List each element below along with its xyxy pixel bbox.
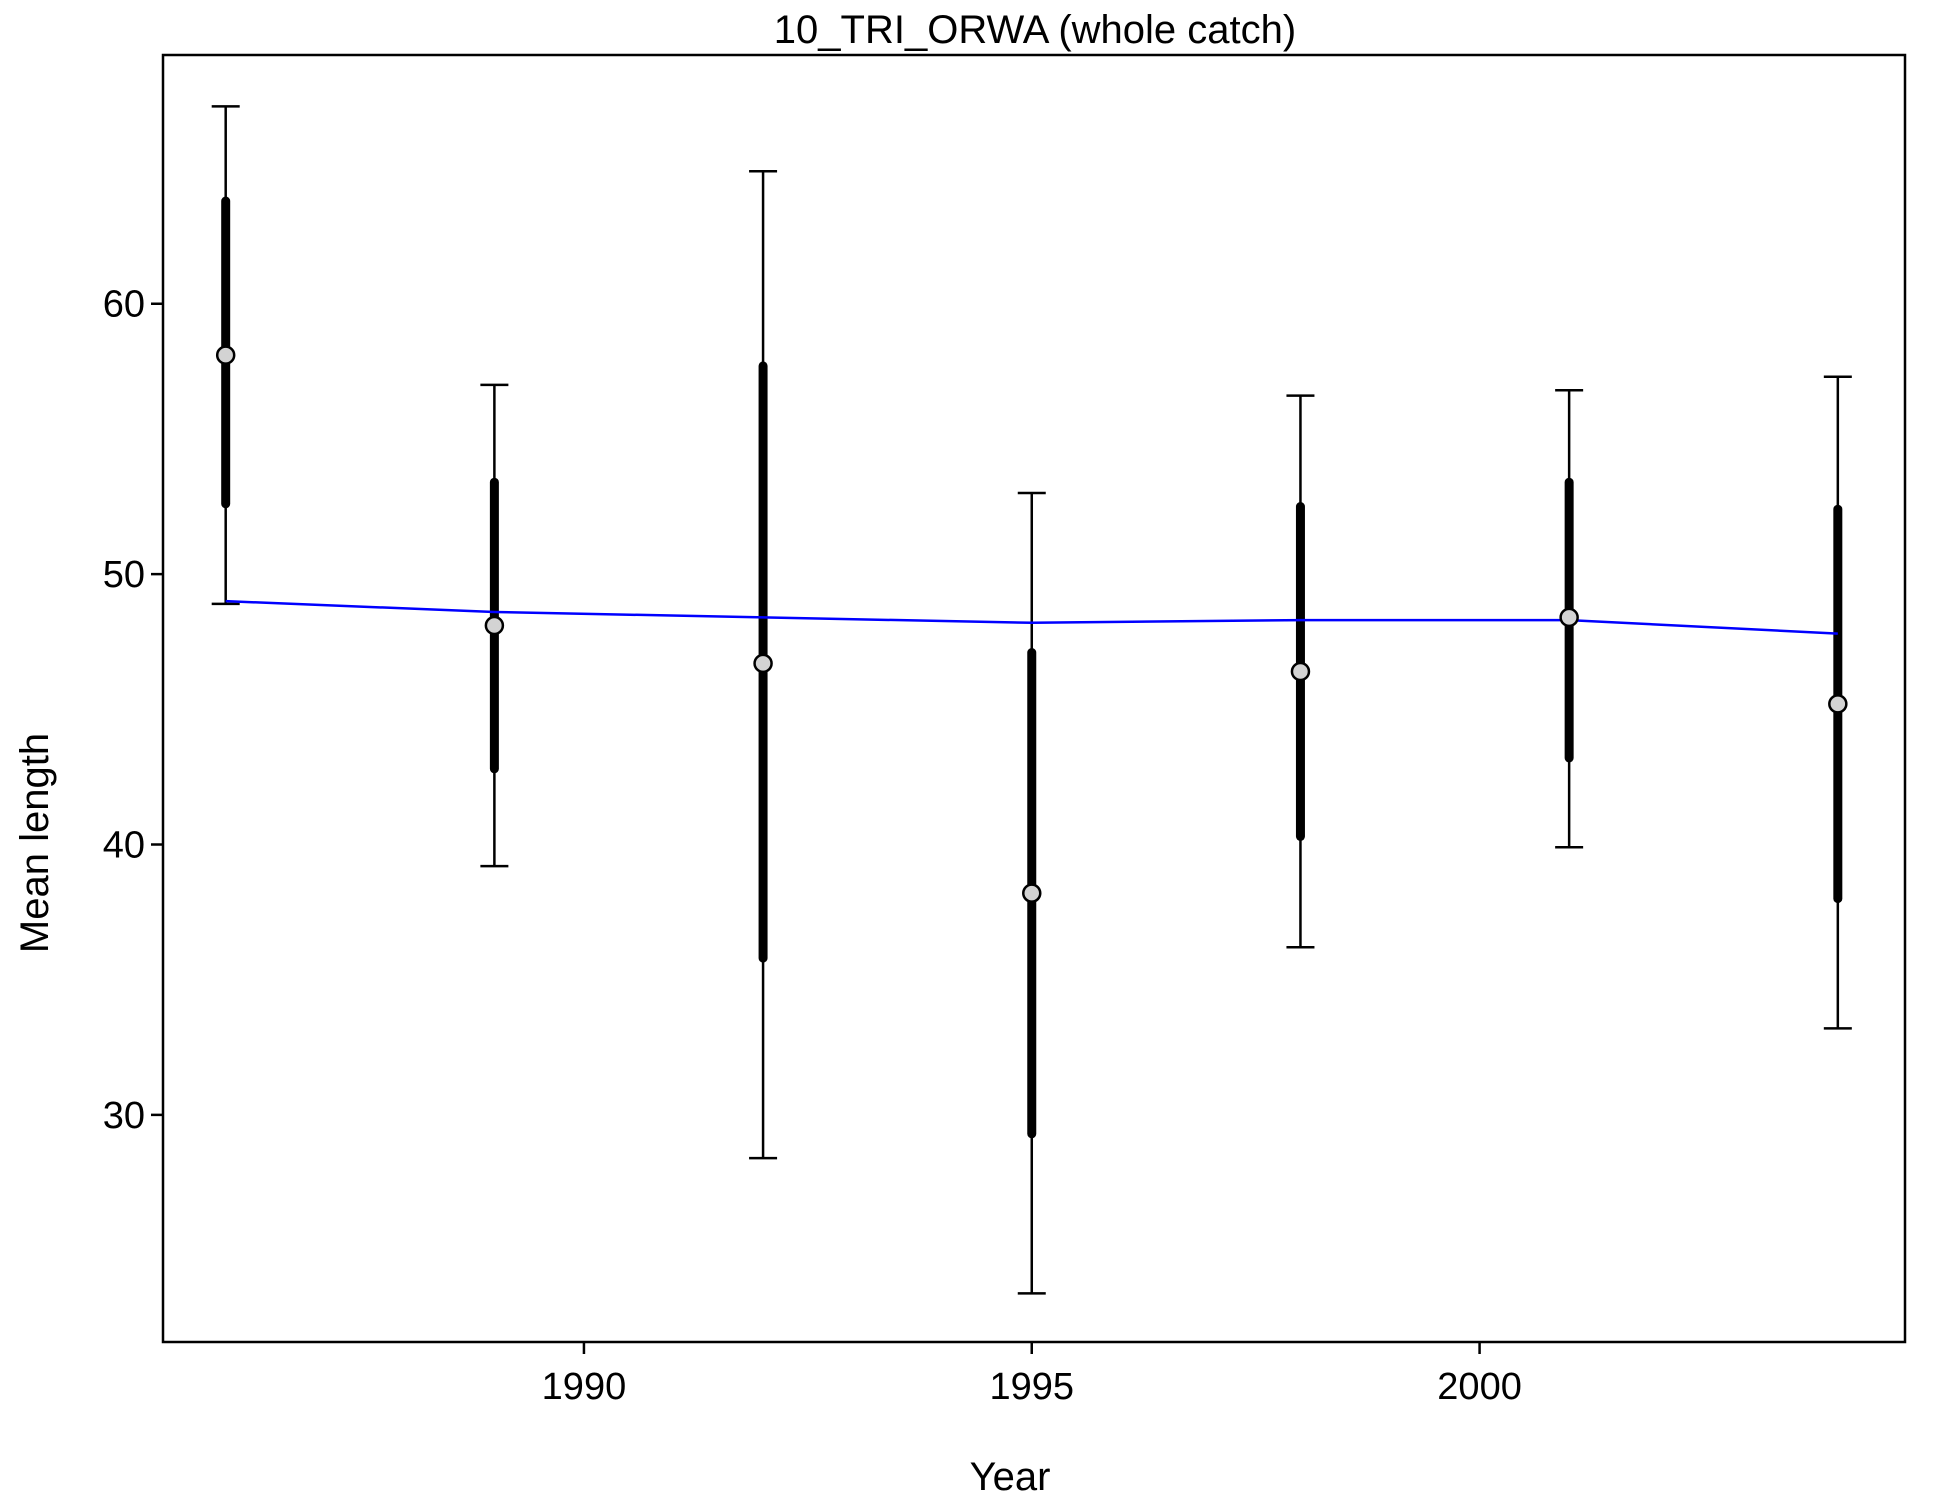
x-tick-label: 2000 [1437, 1366, 1522, 1408]
x-axis-title: Year [970, 1455, 1051, 1499]
y-tick-label: 30 [103, 1095, 145, 1137]
observed-mean-point [1022, 883, 1042, 903]
x-tick-label: 1990 [542, 1366, 627, 1408]
y-tick-label: 40 [103, 825, 145, 867]
y-tick-label: 60 [103, 284, 145, 326]
observed-mean-point [1290, 661, 1311, 682]
observed-mean-point [1559, 607, 1579, 628]
observed-mean-point [753, 653, 773, 674]
x-tick-label: 1995 [989, 1366, 1074, 1408]
y-tick-label: 50 [103, 554, 145, 596]
observed-mean-point [484, 615, 505, 636]
plot-frame [161, 53, 1907, 1344]
chart-marks: 1990 1995 2000 30 40 50 60 [103, 105, 1852, 1408]
observed-mean-point [1828, 694, 1848, 714]
y-axis-title: Mean length [13, 733, 57, 953]
chart-title: 10_TRI_ORWA (whole catch) [774, 8, 1296, 52]
observed-mean-point [215, 345, 236, 365]
